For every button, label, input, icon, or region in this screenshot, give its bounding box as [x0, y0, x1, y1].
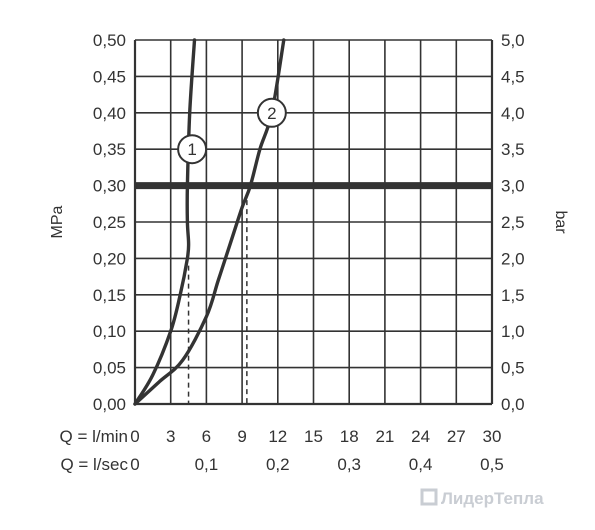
right-tick-label: 4,0 — [501, 104, 525, 123]
x-row-label: Q = l/min — [60, 427, 129, 446]
series-marker-circle-1 — [177, 134, 208, 165]
right-tick-label: 2,0 — [501, 249, 525, 268]
x-tick-label: 0 — [130, 455, 139, 474]
series-group: 12 — [133, 38, 287, 406]
x-tick-label: 15 — [304, 427, 323, 446]
left-tick-label: 0,15 — [93, 286, 126, 305]
left-tick-label: 0,00 — [93, 395, 126, 414]
x-tick-label: 30 — [483, 427, 502, 446]
left-tick-label: 0,45 — [93, 67, 126, 86]
x-tick-label: 9 — [237, 427, 246, 446]
x-tick-label: 0,3 — [337, 455, 361, 474]
left-tick-label: 0,50 — [93, 31, 126, 50]
left-axis-label: MPa — [49, 205, 66, 238]
left-tick-label: 0,10 — [93, 322, 126, 341]
x-tick-label: 12 — [268, 427, 287, 446]
watermark-square-icon — [420, 488, 438, 506]
series-marker-label-2: 2 — [267, 104, 276, 123]
left-tick-label: 0,40 — [93, 104, 126, 123]
left-tick-label: 0,20 — [93, 249, 126, 268]
plot-frame — [133, 40, 494, 406]
series-line-2 — [133, 38, 286, 406]
right-tick-label: 0,0 — [501, 395, 525, 414]
right-tick-label: 1,0 — [501, 322, 525, 341]
x-axis-rows: Q = l/min 0 3 6 9 12 15 18 21 24 27 30 Q = l/sec 0 0,1… — [60, 427, 504, 474]
right-tick-label: 3,5 — [501, 140, 525, 159]
left-axis-ticks: 0,00 0,05 0,10 0,15 0,20 0,25 0,30 0,35 0,40 0,45… — [93, 31, 126, 414]
drop-lines — [187, 200, 248, 404]
right-axis-label: bar — [552, 210, 569, 234]
right-tick-label: 2,5 — [501, 213, 525, 232]
left-tick-label: 0,30 — [93, 177, 126, 196]
right-tick-label: 4,5 — [501, 67, 525, 86]
watermark-text: ЛидерТепла — [441, 489, 544, 508]
x-tick-label: 0,5 — [480, 455, 504, 474]
watermark-logo: ЛидерТепла — [420, 488, 544, 508]
right-tick-label: 3,0 — [501, 177, 525, 196]
right-tick-label: 5,0 — [501, 31, 525, 50]
x-tick-label: 0,2 — [266, 455, 290, 474]
right-axis-ticks: 0,0 0,5 1,0 1,5 2,0 2,5 3,0 3,5 4,0 4,5 5,0 — [501, 31, 525, 414]
left-tick-label: 0,25 — [93, 213, 126, 232]
series-marker-circle-2 — [256, 97, 287, 128]
x-tick-label: 0 — [130, 427, 139, 446]
left-tick-label: 0,35 — [93, 140, 126, 159]
right-tick-label: 1,5 — [501, 286, 525, 305]
x-tick-label: 18 — [340, 427, 359, 446]
x-tick-label: 0,4 — [409, 455, 433, 474]
right-tick-label: 0,5 — [501, 359, 525, 378]
x-tick-label: 0,1 — [195, 455, 219, 474]
x-tick-label: 21 — [375, 427, 394, 446]
x-tick-label: 6 — [202, 427, 211, 446]
x-tick-label: 27 — [447, 427, 466, 446]
x-row-label: Q = l/sec — [60, 455, 128, 474]
x-tick-label: 3 — [166, 427, 175, 446]
x-tick-label: 24 — [411, 427, 430, 446]
left-tick-label: 0,05 — [93, 359, 126, 378]
series-marker-label-1: 1 — [187, 140, 196, 159]
